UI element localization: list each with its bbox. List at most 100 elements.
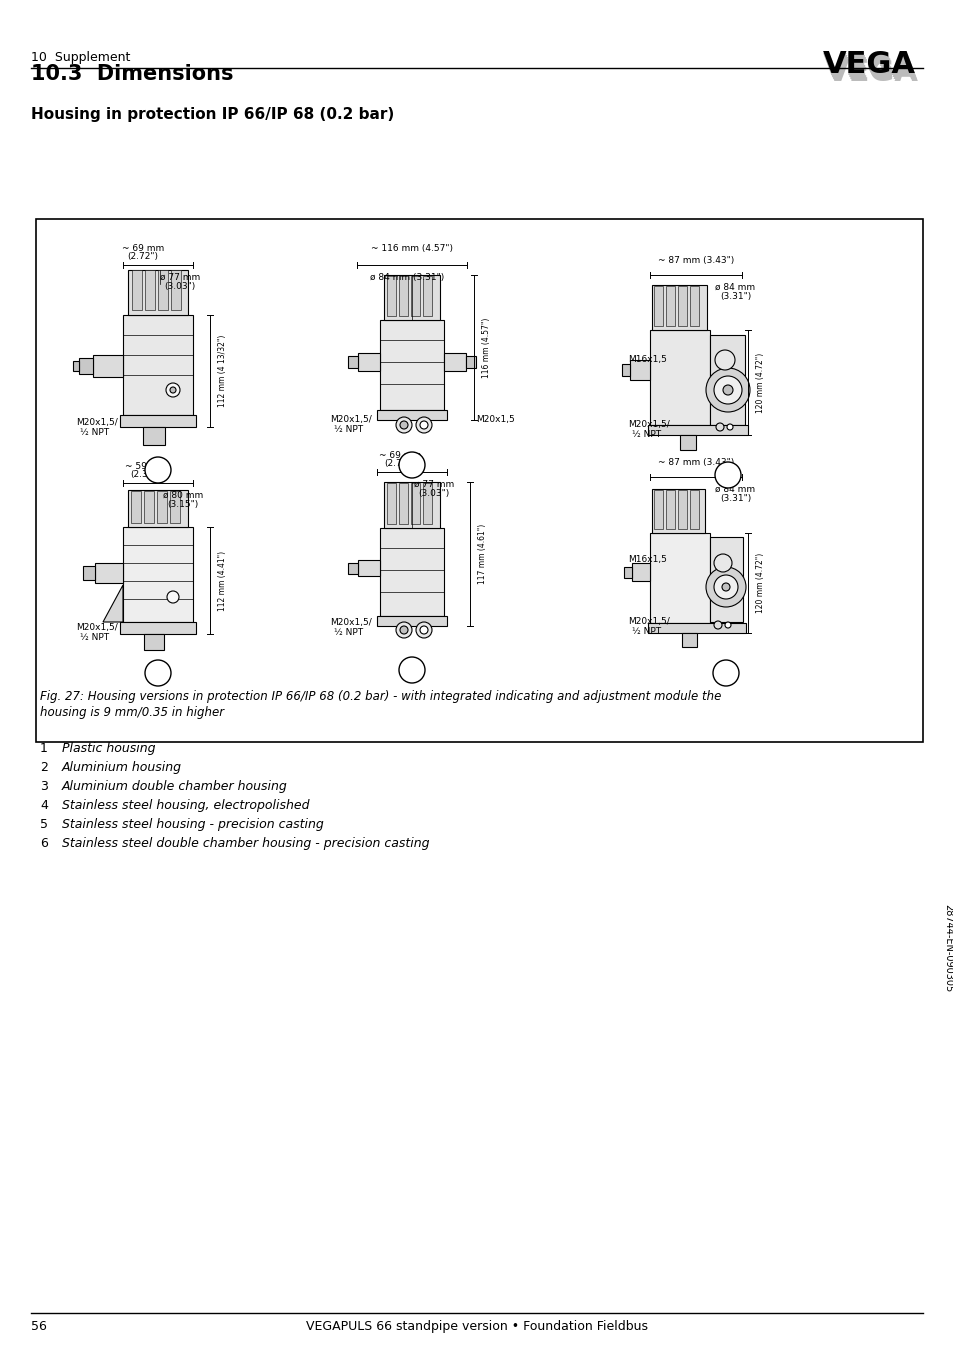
Bar [411, 276, 419, 315]
Text: 10.3  Dimensions: 10.3 Dimensions [30, 64, 233, 84]
Bar [384, 275, 439, 320]
Text: ø 84 mm: ø 84 mm [714, 283, 755, 292]
Bar [709, 334, 744, 425]
Bar [411, 483, 419, 524]
Ellipse shape [416, 621, 432, 638]
Text: ½ NPT: ½ NPT [80, 428, 109, 437]
Bar [647, 623, 745, 634]
Ellipse shape [395, 417, 412, 433]
Bar [384, 482, 439, 528]
Text: M20x1,5/: M20x1,5/ [330, 414, 372, 424]
Text: (3.03"): (3.03") [417, 489, 449, 498]
Text: ø 77 mm: ø 77 mm [414, 481, 454, 489]
Text: (3.31"): (3.31") [720, 494, 750, 502]
Text: 2: 2 [408, 459, 416, 471]
Text: 5: 5 [40, 818, 48, 831]
Text: 1: 1 [40, 742, 48, 756]
Text: Aluminium double chamber housing: Aluminium double chamber housing [62, 780, 288, 793]
Bar [654, 490, 662, 529]
Ellipse shape [713, 575, 738, 598]
Text: (3.31"): (3.31") [720, 292, 750, 301]
Text: 6: 6 [721, 666, 729, 680]
Bar [123, 315, 193, 414]
Ellipse shape [145, 458, 171, 483]
Text: 1: 1 [153, 463, 162, 477]
Bar [128, 490, 188, 527]
Text: 28744-EN-090305: 28744-EN-090305 [943, 903, 952, 992]
Ellipse shape [722, 385, 732, 395]
Text: ø 84 mm (3.31"): ø 84 mm (3.31") [370, 274, 444, 282]
Bar [398, 276, 408, 315]
Bar [631, 563, 649, 581]
Text: 10  Supplement: 10 Supplement [30, 50, 130, 64]
Text: ½ NPT: ½ NPT [631, 627, 660, 636]
Bar [689, 490, 699, 529]
Bar [678, 286, 686, 326]
Bar [73, 362, 79, 371]
Polygon shape [103, 585, 123, 621]
Text: Plastic housing: Plastic housing [62, 742, 155, 756]
Bar [376, 410, 447, 420]
Text: 116 mm (4.57"): 116 mm (4.57") [481, 317, 491, 378]
Bar [158, 269, 168, 310]
Text: ø 84 mm: ø 84 mm [714, 485, 755, 494]
Text: 112 mm (4 13/32"): 112 mm (4 13/32") [218, 334, 227, 408]
Text: M20x1,5/: M20x1,5/ [76, 623, 117, 632]
Text: 56: 56 [30, 1320, 47, 1334]
Text: 4: 4 [153, 666, 162, 680]
Text: 120 mm (4.72"): 120 mm (4.72") [755, 552, 764, 613]
Bar [689, 286, 699, 326]
Text: (2.32"): (2.32") [131, 470, 161, 479]
Bar [387, 483, 395, 524]
Text: ~ 116 mm (4.57"): ~ 116 mm (4.57") [371, 244, 453, 253]
Text: ~ 87 mm (3.43"): ~ 87 mm (3.43") [658, 458, 734, 467]
Text: (2.72"): (2.72") [128, 252, 158, 261]
Bar [422, 276, 432, 315]
Bar [681, 634, 697, 647]
Bar [654, 286, 662, 326]
Text: ½ NPT: ½ NPT [334, 425, 363, 435]
Ellipse shape [167, 590, 179, 603]
Ellipse shape [399, 421, 408, 429]
Bar [120, 414, 195, 427]
Text: VEGA: VEGA [825, 58, 918, 87]
Ellipse shape [419, 421, 428, 429]
Text: ø 80 mm: ø 80 mm [163, 492, 203, 500]
Text: M20x1,5: M20x1,5 [476, 414, 515, 424]
Ellipse shape [416, 417, 432, 433]
Bar [128, 269, 188, 315]
Ellipse shape [713, 376, 741, 403]
Text: Housing in protection IP 66/IP 68 (0.2 bar): Housing in protection IP 66/IP 68 (0.2 b… [30, 107, 394, 122]
Text: ø 77 mm: ø 77 mm [160, 274, 200, 282]
Ellipse shape [419, 626, 428, 634]
Bar [143, 427, 165, 445]
Bar [678, 490, 686, 529]
Bar [120, 621, 195, 634]
Bar [379, 320, 443, 410]
Text: M20x1,5/: M20x1,5/ [76, 418, 117, 427]
Bar [621, 364, 629, 376]
Text: M20x1,5/: M20x1,5/ [330, 617, 372, 627]
Bar [348, 356, 357, 368]
Bar [144, 634, 164, 650]
Text: 117 mm (4.61"): 117 mm (4.61") [477, 524, 486, 584]
Text: (3.03"): (3.03") [164, 282, 195, 291]
Bar [629, 360, 649, 380]
Bar [665, 490, 675, 529]
Text: 6: 6 [40, 837, 48, 850]
Bar [679, 435, 696, 450]
Text: M16x1,5: M16x1,5 [627, 355, 666, 364]
Bar [157, 492, 167, 523]
Ellipse shape [395, 621, 412, 638]
Bar [623, 567, 631, 578]
Text: M20x1,5/: M20x1,5/ [627, 420, 669, 429]
Text: ~ 69 mm: ~ 69 mm [122, 244, 164, 253]
Bar [79, 357, 92, 374]
Text: ~ 87 mm (3.43"): ~ 87 mm (3.43") [658, 256, 734, 265]
Text: housing is 9 mm/0.35 in higher: housing is 9 mm/0.35 in higher [40, 705, 224, 719]
Text: VEGA: VEGA [821, 50, 914, 79]
Bar [379, 528, 443, 616]
Text: M20x1,5/: M20x1,5/ [627, 617, 669, 626]
Bar [348, 563, 357, 574]
Bar [144, 492, 153, 523]
